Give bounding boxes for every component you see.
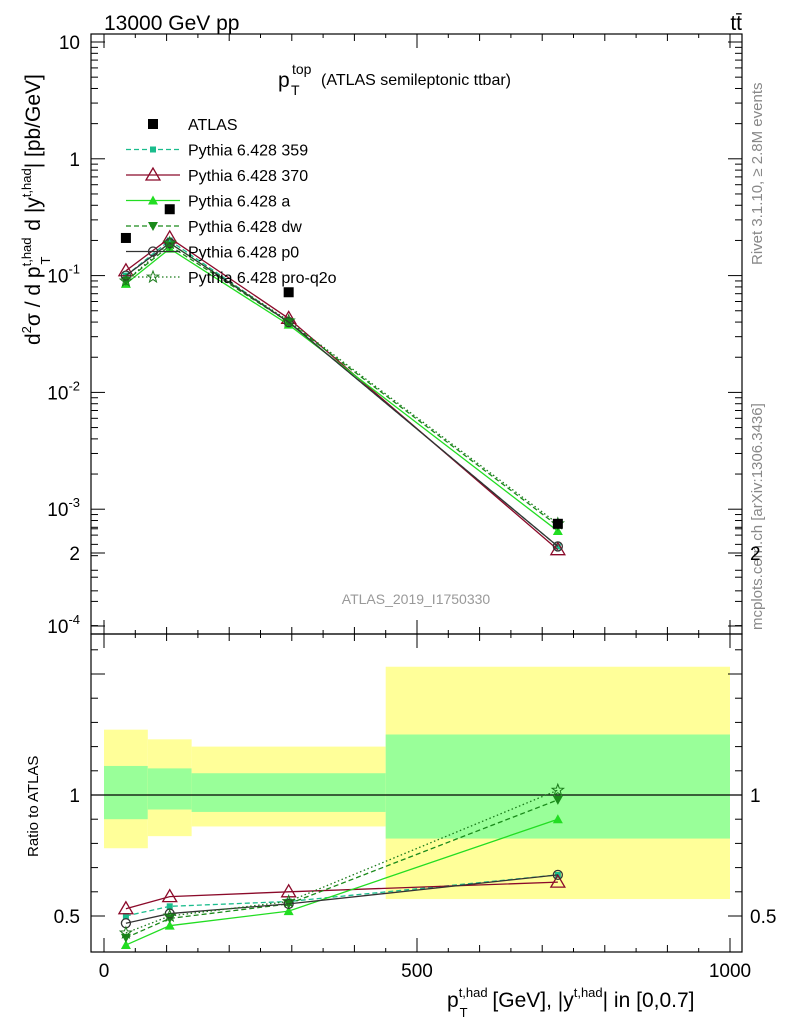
ratio-tick-label-right: 0.5 bbox=[750, 907, 776, 928]
ratio-tick-label: 0.5 bbox=[54, 907, 80, 928]
y-tick-label: 10 bbox=[59, 33, 80, 54]
series-point-4 bbox=[552, 541, 563, 552]
atlas-point bbox=[120, 232, 131, 243]
legend-entry: Pythia 6.428 dw bbox=[126, 219, 302, 236]
legend-entry: Pythia 6.428 pro-q2o bbox=[126, 269, 337, 287]
series-line-5 bbox=[125, 242, 559, 525]
ratio-tick-label: 1 bbox=[69, 786, 80, 807]
ratio-point-0 bbox=[166, 903, 173, 910]
title-main: p bbox=[278, 69, 290, 92]
ratio-line-0 bbox=[125, 874, 558, 917]
title-rest: (ATLAS semileptonic ttbar) bbox=[321, 72, 511, 89]
ratio-point-5 bbox=[550, 782, 565, 797]
ratio-point-5 bbox=[118, 925, 133, 939]
legend-entry: ATLAS bbox=[148, 117, 238, 134]
x-axis-label: pt,had T [GeV], |yt,had| in [0,0.7] bbox=[447, 985, 695, 1020]
ratio-tick-label-right: 1 bbox=[750, 786, 761, 807]
ratio-point-0 bbox=[122, 913, 129, 919]
ratio-curves bbox=[117, 782, 566, 950]
ratio-tick-label: 2 bbox=[69, 544, 80, 565]
ratio-point-2 bbox=[552, 814, 563, 824]
ratio-point-1 bbox=[549, 873, 566, 888]
ratio-point-2 bbox=[120, 940, 131, 950]
ratio-line-4 bbox=[125, 874, 558, 924]
series-point-4 bbox=[283, 316, 294, 328]
ratio-point-4 bbox=[552, 869, 563, 881]
watermark: ATLAS_2019_I1750330 bbox=[342, 591, 491, 607]
ratio-point-2 bbox=[283, 906, 294, 916]
ratio-tick-label-right: 2 bbox=[750, 544, 761, 565]
series-point-5 bbox=[281, 313, 296, 327]
series-point-0 bbox=[166, 237, 173, 244]
series-point-4 bbox=[164, 237, 175, 249]
band-inner-0 bbox=[104, 765, 148, 820]
series-point-5 bbox=[162, 235, 177, 250]
band-inner-2 bbox=[191, 773, 386, 812]
atlas-point bbox=[552, 518, 563, 529]
legend-entry: Pythia 6.428 359 bbox=[126, 143, 308, 160]
beam-label: 13000 GeV pp bbox=[104, 12, 239, 35]
x-tick-label: 1000 bbox=[709, 961, 751, 982]
legend-label: Pythia 6.428 pro-q2o bbox=[188, 270, 337, 287]
series-curves bbox=[117, 204, 566, 556]
series-point-5 bbox=[118, 273, 133, 287]
process-label: tt̄ bbox=[730, 12, 742, 35]
legend-entry: Pythia 6.428 a bbox=[126, 194, 290, 211]
ratio-point-2 bbox=[164, 920, 175, 930]
ratio-point-4 bbox=[283, 898, 294, 910]
title-sub: T bbox=[291, 82, 300, 98]
legend: ATLAS Pythia 6.428 359 Pythia 6.428 370 Pyt… bbox=[126, 117, 337, 287]
y-axis-label-main: d2σ / d pt,had T d |yt,had| [pb/GeV] bbox=[19, 74, 53, 345]
rivet-label: Rivet 3.1.10, ≥ 2.8M events bbox=[749, 83, 766, 266]
ratio-point-5 bbox=[281, 894, 296, 908]
x-tick-label: 0 bbox=[99, 961, 110, 982]
legend-label: ATLAS bbox=[188, 117, 238, 134]
atlas-point bbox=[164, 204, 175, 215]
y-tick-label: 10-4 bbox=[47, 612, 80, 638]
atlas-point bbox=[283, 287, 294, 298]
y-tick-label: 10-2 bbox=[47, 378, 80, 404]
legend-entry: Pythia 6.428 p0 bbox=[126, 245, 299, 262]
y-axis-label-ratio: Ratio to ATLAS bbox=[25, 756, 42, 857]
series-line-4 bbox=[125, 242, 559, 547]
series-line-3 bbox=[125, 244, 559, 527]
ratio-point-1 bbox=[117, 900, 135, 915]
ratio-point-5 bbox=[162, 908, 177, 923]
legend-label: Pythia 6.428 359 bbox=[188, 143, 308, 160]
ratio-line-5 bbox=[125, 789, 559, 934]
ratio-bands bbox=[104, 666, 730, 900]
plot-title: p top T (ATLAS semileptonic ttbar) bbox=[278, 61, 511, 98]
band-inner-1 bbox=[147, 768, 192, 810]
ratio-point-1 bbox=[161, 888, 178, 903]
series-line-2 bbox=[125, 247, 559, 532]
y-tick-label: 10-3 bbox=[47, 495, 80, 521]
mcplots-label: mcplots.cern.ch [arXiv:1306.3436] bbox=[749, 403, 766, 630]
ratio-line-3 bbox=[125, 799, 559, 939]
legend-label: Pythia 6.428 370 bbox=[188, 168, 308, 185]
legend-label: Pythia 6.428 a bbox=[188, 194, 290, 211]
axis-ticks: 10 1 10-1 10-2 10-3 10-4 0 500 1000 0.5 0.5 1 1 2 2 bbox=[47, 33, 776, 982]
y-tick-label: 1 bbox=[69, 150, 80, 171]
ratio-line-1 bbox=[125, 881, 558, 910]
ratio-line-2 bbox=[125, 818, 559, 946]
x-tick-label: 500 bbox=[401, 961, 433, 982]
ratio-point-3 bbox=[552, 795, 563, 805]
legend-label: Pythia 6.428 p0 bbox=[188, 245, 299, 262]
legend-label: Pythia 6.428 dw bbox=[188, 219, 302, 236]
title-sup: top bbox=[292, 61, 312, 77]
legend-entry: Pythia 6.428 370 bbox=[126, 166, 308, 185]
y-tick-label: 10-1 bbox=[47, 262, 80, 288]
